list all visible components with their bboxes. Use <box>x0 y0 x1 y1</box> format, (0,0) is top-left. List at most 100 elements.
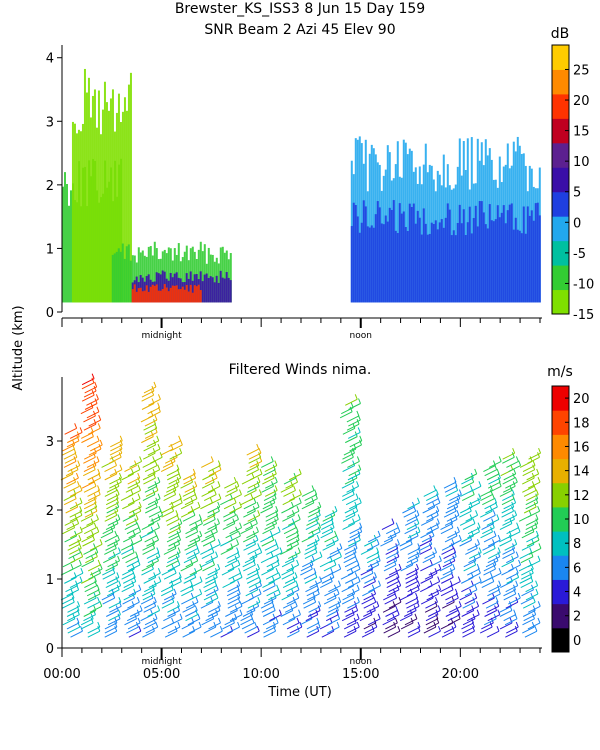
snr-streak <box>472 218 475 303</box>
wind-barb-flag <box>76 605 80 611</box>
snr-streak <box>169 287 172 303</box>
wind-barb-flag <box>537 476 541 483</box>
wind-barb <box>240 618 253 626</box>
snr-streak <box>382 224 385 303</box>
snr-streak <box>123 97 126 303</box>
wind-barb <box>461 622 474 630</box>
wind-barb <box>364 539 377 547</box>
wind-barb-flag <box>250 493 254 499</box>
wind-barb <box>447 531 460 539</box>
wind-barb-flag <box>194 481 198 487</box>
wind-barb-flag <box>199 530 203 537</box>
wind-barb-flag <box>453 476 457 483</box>
wind-barb-flag <box>319 551 323 557</box>
snr-streak <box>528 215 531 303</box>
wind-barb <box>83 597 97 605</box>
wind-barb <box>83 527 97 535</box>
snr-streak <box>428 233 431 303</box>
wind-barb-flag <box>372 605 376 611</box>
wind-barb-flag <box>376 539 380 545</box>
wind-barb <box>89 605 103 613</box>
wind-barb-flag <box>237 559 241 566</box>
snr-streak <box>71 121 74 303</box>
snr-streak <box>165 287 168 303</box>
wind-barb <box>81 436 94 444</box>
wind-barb-flag <box>94 505 98 512</box>
wind-barb <box>525 593 539 601</box>
wind-barb-flag <box>516 572 520 578</box>
wind-barb <box>466 605 479 613</box>
wind-barb-flag <box>97 621 101 628</box>
wind-barb-flag <box>176 601 180 607</box>
wind-barb-flag <box>93 592 97 599</box>
wind-profile-4 <box>140 381 164 638</box>
wind-barb <box>249 552 262 559</box>
snr-streak <box>201 251 204 303</box>
wind-barb-flag <box>489 572 493 578</box>
wind-barb-flag <box>178 572 182 578</box>
wind-barb-flag <box>356 584 360 590</box>
snr-streak <box>119 251 122 303</box>
wind-barb-flag <box>469 501 473 508</box>
wind-barb <box>520 597 534 605</box>
wind-barb <box>383 564 397 572</box>
wind-barb <box>208 622 221 630</box>
wind-barb <box>146 440 159 448</box>
wind-barb-flag <box>236 547 240 553</box>
wind-barb <box>303 572 317 580</box>
wind-barb <box>70 630 83 638</box>
wind-barb <box>327 605 341 613</box>
snr-streak <box>119 122 122 303</box>
snr-streak <box>153 241 156 303</box>
wind-barb-flag <box>313 568 317 574</box>
wind-barb <box>226 518 239 526</box>
snr-streak <box>125 246 128 303</box>
wind-barb <box>465 547 478 555</box>
chart-title-line1: Brewster_KS_ISS3 8 Jun 15 Day 159 <box>174 1 426 17</box>
wind-barb <box>102 527 115 535</box>
snr-streak <box>113 131 116 303</box>
wind-barb-flag <box>417 543 421 549</box>
wind-barb <box>104 465 117 473</box>
wind-barb <box>229 527 242 535</box>
wind-barb <box>263 469 276 477</box>
wind-barb <box>483 564 497 572</box>
wind-barb <box>441 576 454 584</box>
wind-barb <box>82 469 96 477</box>
wind-barb-flag <box>258 447 262 454</box>
winds-colorbar-swatch <box>552 482 569 508</box>
wind-barb <box>384 560 397 568</box>
snr-streak <box>175 285 178 303</box>
winds-x-tick-label-0: 00:00 <box>43 667 80 682</box>
snr-streak <box>510 203 513 303</box>
wind-barb <box>127 564 141 572</box>
wind-barb-flag <box>252 505 256 512</box>
wind-barb <box>227 585 240 593</box>
wind-barb <box>163 547 177 555</box>
wind-barb <box>481 581 495 588</box>
wind-barb-flag <box>171 597 175 603</box>
wind-barb <box>104 622 118 630</box>
wind-barb <box>468 556 481 564</box>
wind-barb <box>283 489 296 497</box>
snr-colorbar-swatch <box>552 45 569 70</box>
wind-barb-flag <box>279 547 283 553</box>
wind-barb <box>481 622 494 630</box>
snr-streak <box>354 205 357 303</box>
wind-barb <box>200 601 214 609</box>
wind-barb-flag <box>494 497 497 504</box>
snr-streak <box>384 215 387 303</box>
wind-barb-flag <box>415 576 419 582</box>
wind-barb-flag <box>296 559 300 566</box>
wind-barb-flag <box>537 555 541 562</box>
wind-barb <box>407 502 420 510</box>
wind-barb <box>486 605 499 613</box>
wind-barb <box>288 614 301 622</box>
snr-streak <box>87 77 90 303</box>
wind-barb <box>83 485 97 493</box>
wind-barb-flag <box>373 597 377 603</box>
wind-barb-flag <box>195 597 199 603</box>
wind-barb <box>182 630 195 638</box>
wind-barb-flag <box>316 534 320 541</box>
